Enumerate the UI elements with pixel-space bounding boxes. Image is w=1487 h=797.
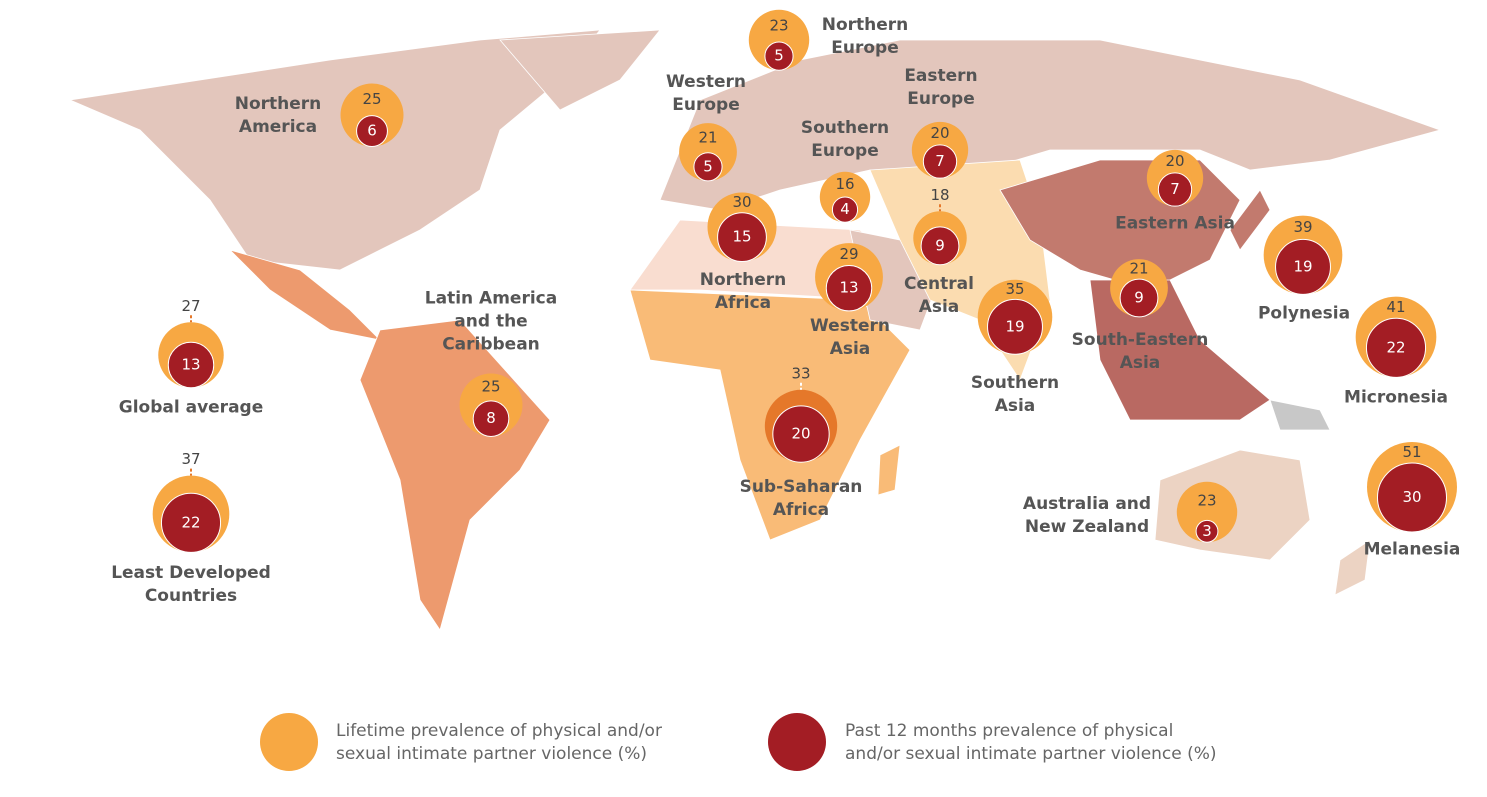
past-12-months-value: 13 bbox=[181, 356, 200, 374]
legend-label: Past 12 months prevalence of physical an… bbox=[845, 721, 1217, 764]
past-12-months-bubble bbox=[472, 400, 510, 437]
past-12-months-value: 5 bbox=[774, 47, 784, 65]
region-label: Least Developed Countries bbox=[111, 563, 271, 606]
past-12-months-bubble bbox=[920, 226, 960, 266]
lifetime-value: 21 bbox=[698, 128, 717, 146]
past-12-months-value: 4 bbox=[840, 200, 850, 218]
region-label: Melanesia bbox=[1363, 539, 1461, 560]
region-label: Western Europe bbox=[666, 72, 746, 115]
lifetime-value: 51 bbox=[1402, 443, 1421, 461]
past-12-months-value: 9 bbox=[935, 236, 945, 254]
past-12-months-bubble bbox=[922, 144, 958, 179]
region-label: Southern Europe bbox=[800, 118, 890, 161]
region-label: Northern Europe bbox=[821, 15, 909, 58]
region-label: South-Eastern Asia bbox=[1071, 330, 1209, 373]
past-12-months-value: 13 bbox=[839, 279, 858, 297]
past-12-months-bubble bbox=[987, 298, 1043, 355]
region-label: Global average bbox=[118, 397, 264, 418]
legend-swatch bbox=[768, 713, 826, 771]
lifetime-bubble bbox=[1176, 481, 1238, 543]
lifetime-value: 25 bbox=[362, 90, 381, 108]
region-label: Eastern Asia bbox=[1115, 213, 1235, 234]
lifetime-bubble bbox=[748, 9, 810, 71]
region-label: Eastern Europe bbox=[904, 66, 978, 109]
lifetime-value: 25 bbox=[481, 378, 500, 396]
past-12-months-bubble bbox=[1119, 278, 1159, 318]
region-label: Latin America and the Caribbean bbox=[424, 288, 558, 355]
past-12-months-bubble bbox=[356, 115, 388, 148]
lifetime-value: 20 bbox=[930, 124, 949, 142]
past-12-months-bubble bbox=[825, 264, 873, 312]
past-12-months-bubble bbox=[772, 405, 830, 463]
past-12-months-value: 30 bbox=[1402, 488, 1421, 506]
lifetime-value: 23 bbox=[769, 16, 788, 34]
region-label: Australia and New Zealand bbox=[1022, 494, 1152, 537]
past-12-months-value: 19 bbox=[1293, 257, 1312, 275]
lifetime-value: 33 bbox=[791, 364, 810, 382]
past-12-months-value: 7 bbox=[1170, 180, 1180, 198]
lifetime-value: 20 bbox=[1165, 152, 1184, 170]
past-12-months-bubble bbox=[1195, 519, 1219, 543]
past-12-months-bubble bbox=[1275, 238, 1331, 295]
past-12-months-value: 5 bbox=[703, 157, 713, 175]
past-12-months-value: 7 bbox=[935, 152, 945, 170]
past-12-months-value: 22 bbox=[181, 513, 200, 531]
region-label: Sub-Saharan Africa bbox=[739, 477, 863, 520]
past-12-months-value: 3 bbox=[1202, 522, 1212, 540]
past-12-months-bubble bbox=[693, 152, 723, 182]
region-label: Polynesia bbox=[1257, 303, 1351, 324]
past-12-months-value: 15 bbox=[732, 228, 751, 246]
past-12-months-bubble bbox=[167, 341, 215, 389]
legend-swatch bbox=[260, 713, 318, 771]
past-12-months-bubble bbox=[717, 212, 767, 263]
past-12-months-value: 19 bbox=[1005, 317, 1024, 335]
past-12-months-bubble bbox=[1365, 317, 1427, 378]
past-12-months-bubble bbox=[764, 41, 794, 71]
past-12-months-bubble bbox=[1157, 172, 1193, 207]
lifetime-value: 39 bbox=[1293, 218, 1312, 236]
region-label: Northern Africa bbox=[699, 270, 787, 313]
lifetime-value: 37 bbox=[181, 450, 200, 468]
lifetime-value: 41 bbox=[1386, 298, 1405, 316]
past-12-months-value: 6 bbox=[367, 122, 377, 140]
region-label: Southern Asia bbox=[970, 373, 1060, 416]
past-12-months-bubble bbox=[1376, 462, 1448, 533]
past-12-months-value: 22 bbox=[1386, 338, 1405, 356]
past-12-months-bubble bbox=[831, 196, 859, 223]
lifetime-value: 23 bbox=[1197, 492, 1216, 510]
lifetime-value: 29 bbox=[839, 245, 858, 263]
lifetime-value: 21 bbox=[1129, 260, 1148, 278]
region-label: Micronesia bbox=[1344, 387, 1448, 408]
lifetime-value: 18 bbox=[930, 186, 949, 204]
lifetime-value: 27 bbox=[181, 297, 200, 315]
past-12-months-bubble bbox=[160, 492, 222, 553]
region-label: Western Asia bbox=[810, 316, 890, 359]
past-12-months-value: 20 bbox=[791, 425, 810, 443]
lifetime-value: 30 bbox=[732, 193, 751, 211]
lifetime-value: 16 bbox=[835, 175, 854, 193]
region-label: Northern America bbox=[234, 94, 322, 137]
legend-label: Lifetime prevalence of physical and/or s… bbox=[336, 721, 662, 764]
region-label: Central Asia bbox=[904, 274, 974, 317]
past-12-months-value: 9 bbox=[1134, 288, 1144, 306]
lifetime-value: 35 bbox=[1005, 280, 1024, 298]
past-12-months-value: 8 bbox=[486, 409, 496, 427]
